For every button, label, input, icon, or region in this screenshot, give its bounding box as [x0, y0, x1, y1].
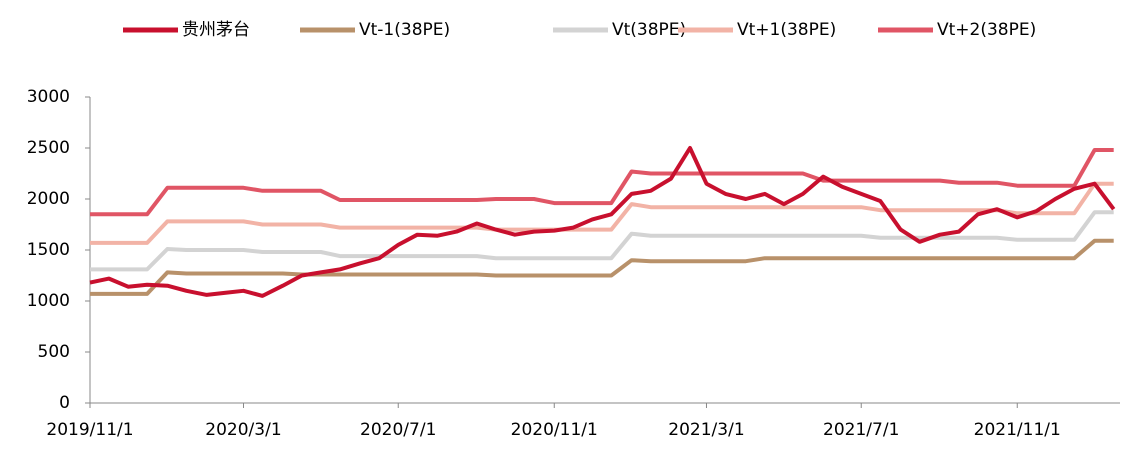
y-tick-label: 1000 — [27, 291, 70, 311]
series-line — [90, 181, 1114, 245]
y-tick-label: 3000 — [27, 87, 70, 107]
legend-label: Vt+2(38PE) — [937, 20, 1036, 40]
y-tick-label: 500 — [38, 342, 70, 362]
x-tick-label: 2019/11/1 — [46, 420, 133, 440]
y-tick-label: 1500 — [27, 240, 70, 260]
x-tick-label: 2020/3/1 — [205, 420, 281, 440]
x-tick-label: 2021/7/1 — [823, 420, 899, 440]
series-line — [89, 146, 1116, 298]
legend-label: 贵州茅台 — [182, 20, 250, 40]
legend-label: Vt+1(38PE) — [737, 20, 836, 40]
series-line — [90, 210, 1114, 272]
series-line — [90, 148, 1114, 217]
legend-label: Vt-1(38PE) — [359, 20, 450, 40]
series-line — [90, 238, 1114, 296]
y-tick-label: 0 — [59, 393, 70, 413]
legend-label: Vt(38PE) — [612, 20, 686, 40]
x-tick-label: 2020/11/1 — [511, 420, 598, 440]
y-tick-label: 2000 — [27, 189, 70, 209]
x-tick-label: 2020/7/1 — [360, 420, 436, 440]
x-tick-label: 2021/3/1 — [668, 420, 744, 440]
y-tick-label: 2500 — [27, 138, 70, 158]
x-tick-label: 2021/11/1 — [974, 420, 1061, 440]
